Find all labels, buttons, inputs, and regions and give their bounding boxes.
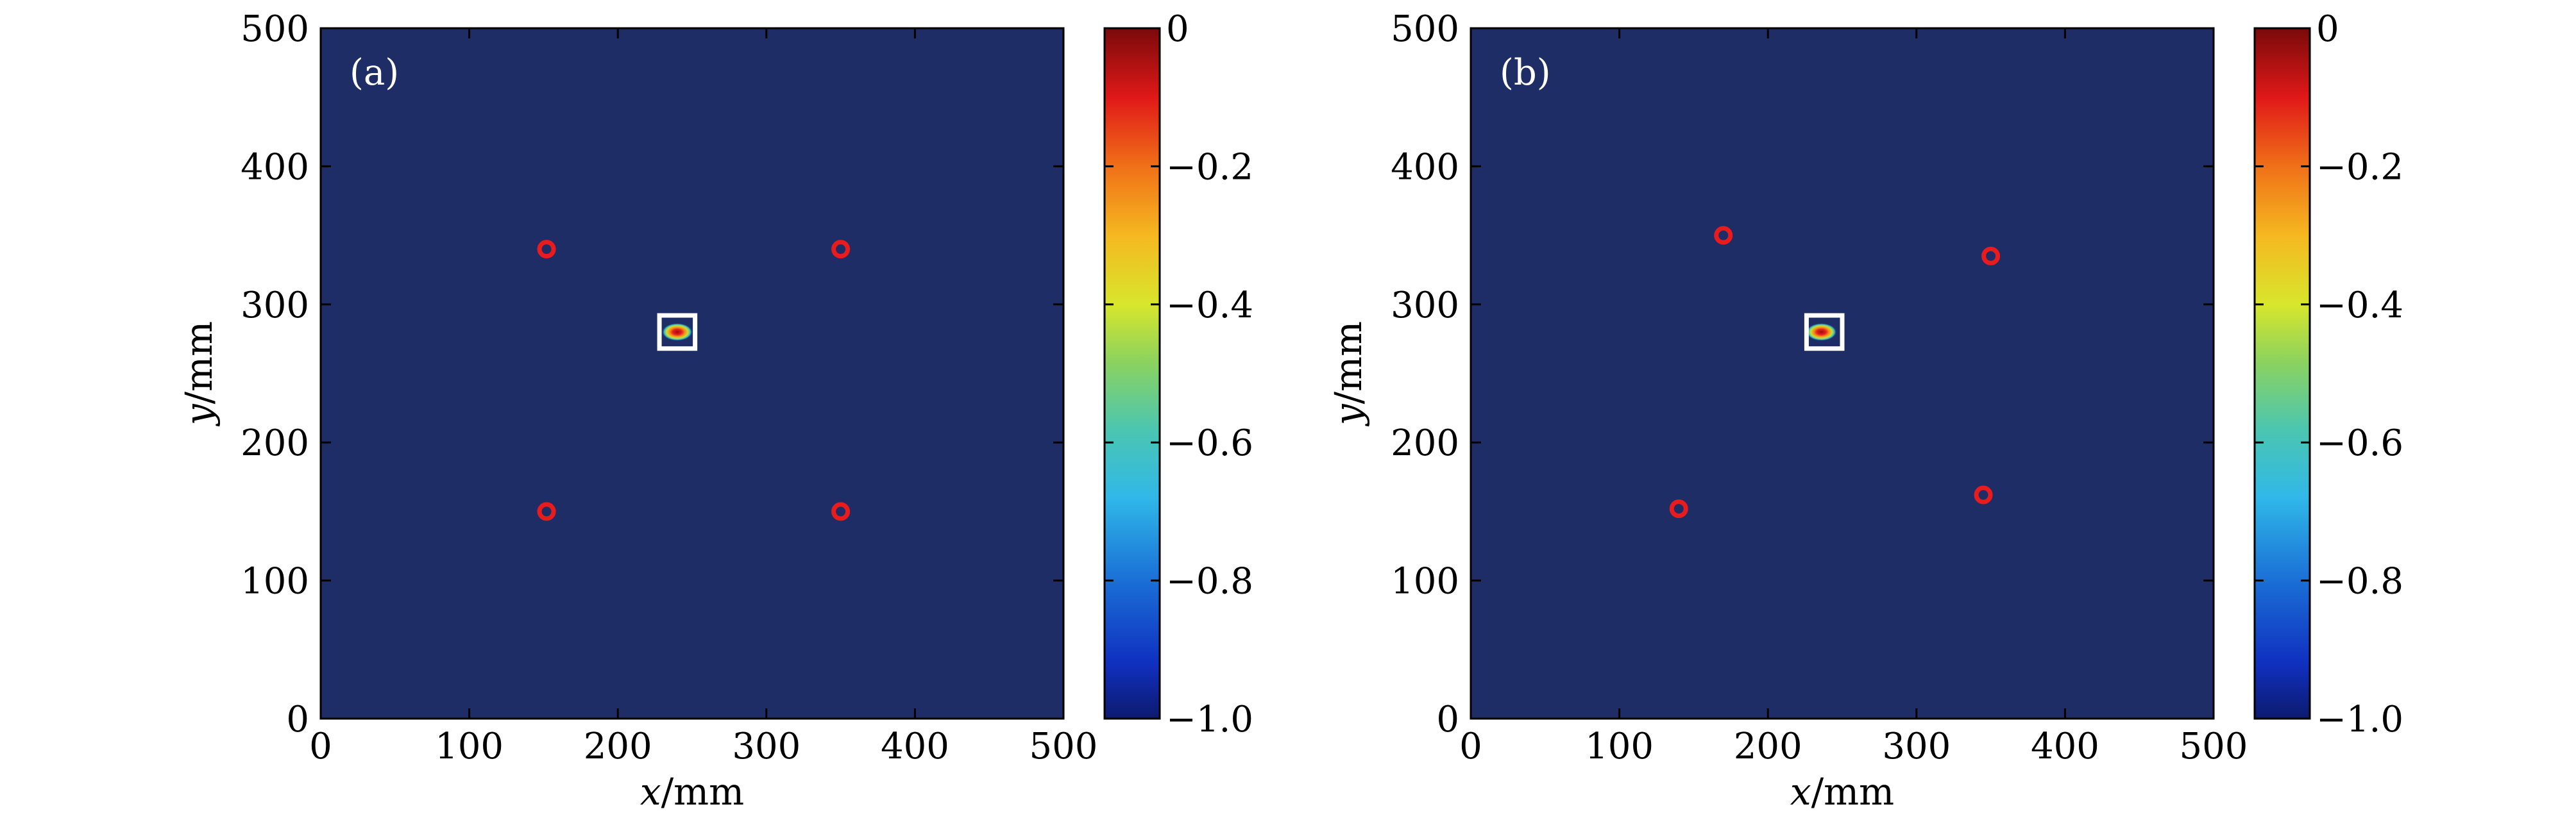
y-axis-label: y/mm <box>177 321 221 427</box>
colorbar-labels: 0 −0.2 −0.4 −0.6 −0.8 −1.0 <box>2316 8 2403 740</box>
x-tick-label: 500 <box>2180 726 2248 767</box>
y-tick-label: 400 <box>241 146 309 188</box>
hotspot-blob <box>1806 322 1837 341</box>
x-tick-label: 200 <box>1734 726 1802 767</box>
colorbar <box>1103 27 1161 720</box>
colorbar-tick-label: 0 <box>2316 8 2339 50</box>
sensor-marker <box>537 502 556 521</box>
x-axis-label: x/mm <box>1790 770 1894 814</box>
colorbar-tick-label: −0.2 <box>1166 146 1253 188</box>
colorbar <box>2253 27 2311 720</box>
sensor-marker <box>1714 226 1733 245</box>
panel-a: 0 100 200 300 400 500 0 100 200 300 400 500 (a) x/… <box>177 8 1253 814</box>
y-tick-label: 0 <box>286 699 309 740</box>
x-tick-label: 300 <box>1882 726 1951 767</box>
sensor-marker <box>1981 246 2001 265</box>
sensor-marker <box>537 240 556 259</box>
colorbar-labels: 0 −0.2 −0.4 −0.6 −0.8 −1.0 <box>1166 8 1253 740</box>
markers <box>1669 226 2001 519</box>
x-tick-label: 300 <box>732 726 801 767</box>
colorbar-tick-label: −0.8 <box>1166 561 1253 603</box>
colorbar-ticks <box>1105 27 1160 720</box>
y-axis-label: y/mm <box>1326 321 1370 427</box>
x-tick-label: 500 <box>1030 726 1098 767</box>
sensor-marker <box>1974 485 1993 505</box>
hotspot-blob <box>661 322 693 341</box>
x-tick-labels: 0 100 200 300 400 500 <box>309 726 1097 767</box>
hotspot <box>661 322 693 341</box>
colorbar-tick-label: −0.6 <box>1166 422 1253 464</box>
colorbar-tick-label: −0.4 <box>2316 285 2403 326</box>
panel-label: (a) <box>350 52 399 94</box>
y-tick-label: 0 <box>1436 699 1459 740</box>
colorbar-tick-label: −0.4 <box>1166 285 1253 326</box>
y-tick-label: 500 <box>1391 8 1459 50</box>
markers <box>537 240 851 521</box>
x-tick-labels: 0 100 200 300 400 500 <box>1459 726 2248 767</box>
y-tick-label: 200 <box>241 422 309 464</box>
sensor-marker <box>831 502 851 521</box>
x-tick-label: 0 <box>1459 726 1482 767</box>
x-tick-label: 400 <box>881 726 949 767</box>
highlight-box <box>1804 313 1845 351</box>
colorbar-tick-label: −1.0 <box>2316 699 2403 740</box>
x-tick-label: 200 <box>584 726 652 767</box>
axis-ticks <box>1470 27 2215 720</box>
hotspot <box>1806 322 1837 341</box>
sensor-marker <box>1669 499 1688 519</box>
x-tick-label: 100 <box>1585 726 1654 767</box>
colorbar-tick-label: −1.0 <box>1166 699 1253 740</box>
heatmap-area <box>1470 27 2215 720</box>
y-tick-label: 500 <box>241 8 309 50</box>
colorbar-tick-label: 0 <box>1166 8 1189 50</box>
x-tick-label: 400 <box>2031 726 2099 767</box>
x-axis-label: x/mm <box>640 770 744 814</box>
colorbar-tick-label: −0.8 <box>2316 561 2403 603</box>
panel-b: 0 100 200 300 400 500 0 100 200 300 400 500 (b) x/… <box>1326 8 2403 814</box>
y-tick-label: 100 <box>241 561 309 603</box>
axis-ticks <box>319 27 1065 720</box>
x-tick-label: 0 <box>309 726 332 767</box>
colorbar-ticks <box>2255 27 2310 720</box>
y-tick-labels: 0 100 200 300 400 500 <box>1391 8 1459 740</box>
y-tick-label: 100 <box>1391 561 1459 603</box>
y-tick-label: 200 <box>1391 422 1459 464</box>
x-tick-label: 100 <box>435 726 504 767</box>
colorbar-tick-label: −0.6 <box>2316 422 2403 464</box>
highlight-box <box>657 313 698 351</box>
panel-label: (b) <box>1500 52 1551 94</box>
y-tick-label: 300 <box>1391 285 1459 326</box>
sensor-marker <box>831 240 851 259</box>
heatmap-area <box>319 27 1065 720</box>
y-tick-label: 400 <box>1391 146 1459 188</box>
colorbar-tick-label: −0.2 <box>2316 146 2403 188</box>
y-tick-labels: 0 100 200 300 400 500 <box>241 8 309 740</box>
y-tick-label: 300 <box>241 285 309 326</box>
